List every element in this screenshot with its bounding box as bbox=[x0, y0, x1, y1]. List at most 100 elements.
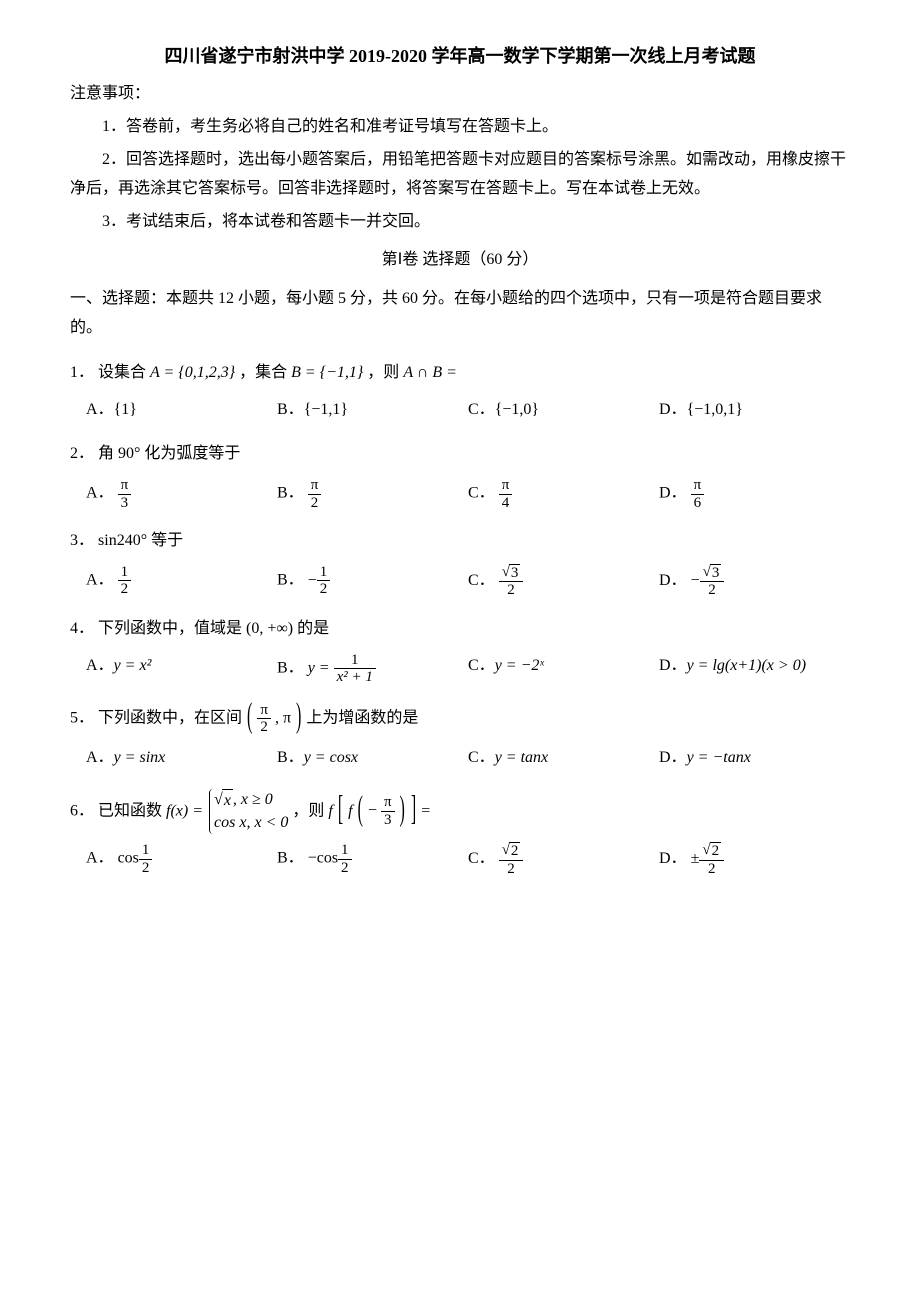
den: 2 bbox=[118, 581, 132, 598]
den: 2 bbox=[700, 582, 725, 599]
label-d: D． bbox=[659, 401, 687, 418]
q2-opt-b: B． π2 bbox=[277, 477, 468, 511]
q5-options: A．y = sinx B．y = cosx C．y = tanx D．y = −… bbox=[70, 744, 850, 773]
den: 2 bbox=[139, 860, 153, 877]
sqrt: √2 bbox=[502, 842, 521, 860]
q6-number: 6． bbox=[70, 802, 94, 819]
den: 2 bbox=[257, 719, 271, 736]
q6-opt-a: A． cos12 bbox=[86, 842, 277, 877]
q6-b-frac: 12 bbox=[338, 842, 352, 876]
cos: cos bbox=[317, 850, 338, 867]
q4-b-lhs: y = bbox=[308, 659, 330, 676]
label-a: A． bbox=[86, 657, 114, 674]
radicand: x bbox=[224, 792, 231, 809]
rbracket-icon: ] bbox=[411, 780, 416, 843]
q6-opt-b: B． −cos12 bbox=[277, 842, 468, 877]
rparen-icon: ) bbox=[400, 780, 405, 843]
den: 2 bbox=[308, 495, 322, 512]
den: 4 bbox=[499, 495, 513, 512]
question-3: 3． sin240° 等于 bbox=[70, 527, 850, 556]
pm: ± bbox=[691, 845, 700, 874]
label-b: B． bbox=[277, 659, 304, 676]
label-c: C． bbox=[468, 749, 495, 766]
q6-row2: cos x, x < 0 bbox=[214, 812, 288, 834]
label-b: B． bbox=[277, 401, 304, 418]
lbracket-icon: [ bbox=[338, 780, 343, 843]
q5-opt-c: C．y = tanx bbox=[468, 744, 659, 773]
q1-opt-b: B．{−1,1} bbox=[277, 396, 468, 425]
q5-int-right: , π bbox=[275, 709, 291, 726]
label-c: C． bbox=[468, 657, 495, 674]
label-d: D． bbox=[659, 657, 687, 674]
cos: cos bbox=[118, 850, 139, 867]
sqrt: √3 bbox=[703, 564, 722, 582]
den: 2 bbox=[317, 581, 331, 598]
q4-a-val: y = x² bbox=[114, 657, 152, 674]
q6-eq: = bbox=[421, 802, 430, 819]
q6-f-outer: f bbox=[328, 802, 332, 819]
q6-mid: ，则 bbox=[292, 802, 328, 819]
num: 1 bbox=[338, 842, 352, 860]
q4-opt-a: A．y = x² bbox=[86, 652, 277, 686]
q4-range: (0, +∞) bbox=[246, 620, 293, 637]
num: 1 bbox=[334, 652, 376, 670]
q5-number: 5． bbox=[70, 709, 94, 726]
den: 3 bbox=[118, 495, 132, 512]
notice-3: 3．考试结束后，将本试卷和答题卡一并交回。 bbox=[70, 208, 850, 237]
q6-opt-d: D． ±√22 bbox=[659, 842, 850, 877]
q1-opt-d: D．{−1,0,1} bbox=[659, 396, 850, 425]
sqrt-icon: √x bbox=[214, 789, 233, 812]
label-a: A． bbox=[86, 572, 114, 589]
page-title: 四川省遂宁市射洪中学 2019-2020 学年高一数学下学期第一次线上月考试题 bbox=[70, 40, 850, 72]
label-a: A． bbox=[86, 401, 114, 418]
part-1-header: 第Ⅰ卷 选择题（60 分） bbox=[70, 246, 850, 275]
q1-set-a: A = {0,1,2,3} bbox=[150, 364, 235, 381]
q3-options: A． 12 B． −12 C． √32 D． −√32 bbox=[70, 564, 850, 599]
section-1-text: 一、选择题：本题共 12 小题，每小题 5 分，共 60 分。在每小题给的四个选… bbox=[70, 290, 822, 336]
label-b: B． bbox=[277, 485, 304, 502]
pi: π bbox=[308, 477, 322, 495]
label-d: D． bbox=[659, 749, 687, 766]
den: 2 bbox=[499, 582, 524, 599]
sqrt: √3 bbox=[502, 564, 521, 582]
q5-d-val: y = −tanx bbox=[687, 749, 751, 766]
den: 2 bbox=[499, 861, 524, 878]
q4-number: 4． bbox=[70, 620, 94, 637]
num: 1 bbox=[139, 842, 153, 860]
q1-b-val: {−1,1} bbox=[304, 401, 348, 418]
q4-suf: 的是 bbox=[297, 620, 329, 637]
q1-mid2: ，则 bbox=[367, 364, 403, 381]
radicand: 2 bbox=[710, 842, 722, 860]
q5-pre: 下列函数中，在区间 bbox=[98, 709, 242, 726]
den: 3 bbox=[381, 812, 395, 829]
den: 2 bbox=[699, 861, 724, 878]
q5-opt-b: B．y = cosx bbox=[277, 744, 468, 773]
q2-c-frac: π4 bbox=[499, 477, 513, 511]
q6-a-frac: 12 bbox=[139, 842, 153, 876]
q5-opt-d: D．y = −tanx bbox=[659, 744, 850, 773]
q1-pre: 设集合 bbox=[98, 364, 150, 381]
q5-b-val: y = cosx bbox=[304, 749, 358, 766]
section-1-header: 一、选择题：本题共 12 小题，每小题 5 分，共 60 分。在每小题给的四个选… bbox=[70, 285, 850, 343]
q2-text: 角 90° 化为弧度等于 bbox=[98, 445, 240, 462]
neg: − bbox=[308, 850, 317, 867]
label-d: D． bbox=[659, 485, 687, 502]
num: π bbox=[257, 702, 271, 720]
row2: cos x, x < 0 bbox=[214, 814, 288, 831]
radicand: 2 bbox=[509, 842, 521, 860]
label-b: B． bbox=[277, 749, 304, 766]
q1-expr: A ∩ B = bbox=[403, 364, 457, 381]
q5-a-val: y = sinx bbox=[114, 749, 166, 766]
neg: − bbox=[308, 567, 317, 596]
den: 6 bbox=[691, 495, 705, 512]
q2-opt-a: A． π3 bbox=[86, 477, 277, 511]
q2-d-frac: π6 bbox=[691, 477, 705, 511]
q6-row1: √x, x ≥ 0 bbox=[214, 789, 288, 812]
q5-interval: ( π2 , π ) bbox=[246, 702, 302, 736]
q1-opt-c: C．{−1,0} bbox=[468, 396, 659, 425]
notice-2: 2．回答选择题时，选出每小题答案后，用铅笔把答题卡对应题目的答案标号涂黑。如需改… bbox=[70, 146, 850, 204]
q1-mid1: ，集合 bbox=[239, 364, 291, 381]
q6-options: A． cos12 B． −cos12 C． √22 D． ±√22 bbox=[70, 842, 850, 877]
q3-opt-d: D． −√32 bbox=[659, 564, 850, 599]
q3-opt-c: C． √32 bbox=[468, 564, 659, 599]
